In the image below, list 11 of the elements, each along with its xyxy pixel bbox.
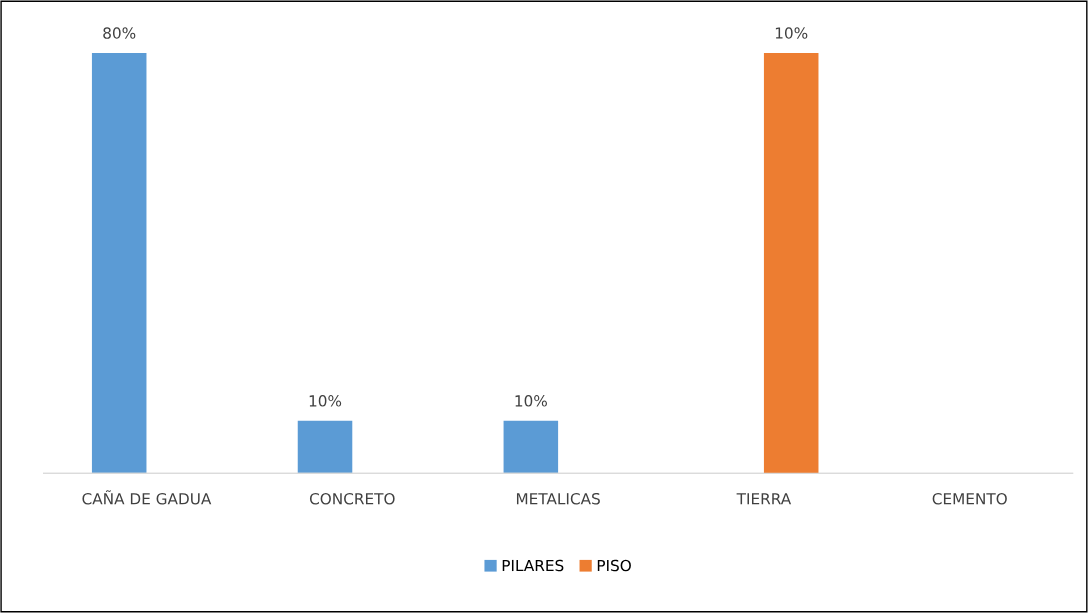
legend-label: PILARES	[502, 559, 564, 572]
data-label: 80%	[103, 27, 136, 39]
x-tick-label: CAÑA DE GADUA	[82, 490, 212, 505]
x-tick-label: CEMENTO	[932, 492, 1007, 505]
data-label: 10%	[515, 395, 547, 407]
legend-label: PISO	[597, 559, 631, 572]
x-tick-label: METALICAS	[516, 492, 600, 505]
x-tick-label: TIERRA	[736, 493, 792, 505]
data-label: 10%	[775, 27, 808, 39]
x-tick-label: CONCRETO	[309, 492, 395, 505]
data-label: 10%	[309, 395, 342, 407]
